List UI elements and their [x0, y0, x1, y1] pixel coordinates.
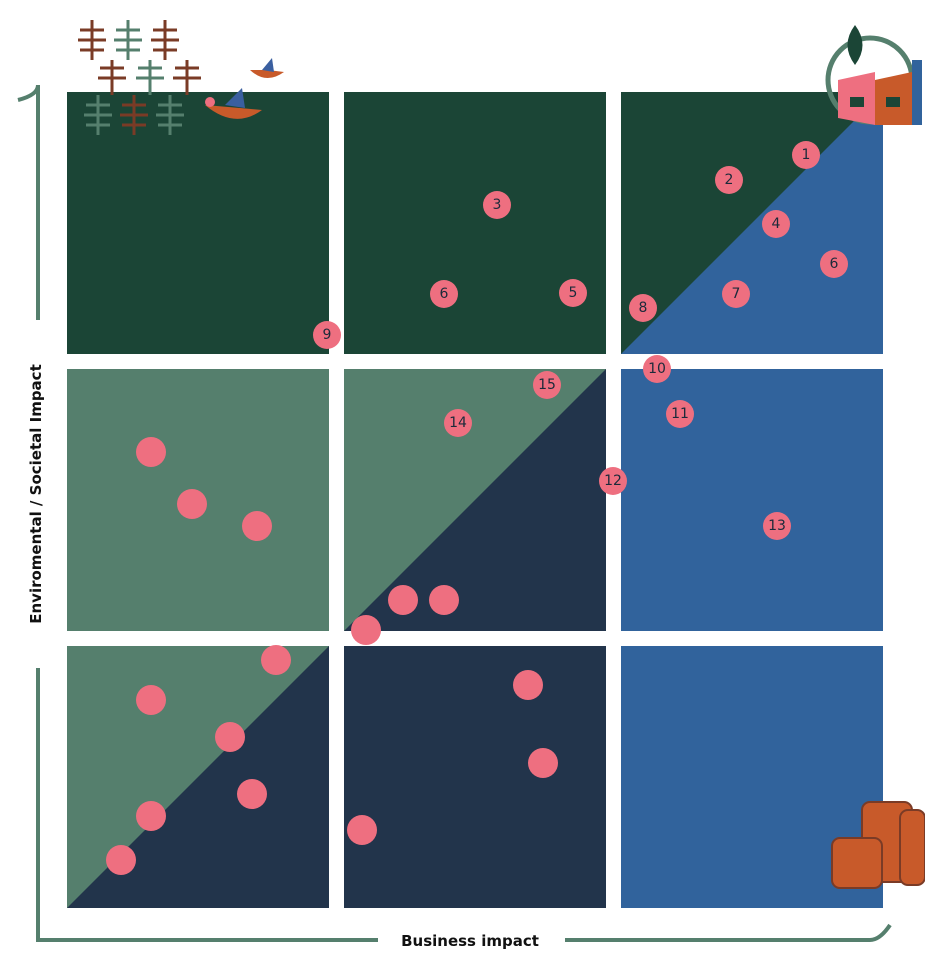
point-label: 6 — [830, 256, 839, 272]
dot — [388, 585, 418, 615]
point-label: 2 — [725, 172, 734, 188]
point-label: 1 — [802, 147, 811, 163]
dot — [429, 585, 459, 615]
point-circle — [820, 250, 848, 278]
dot — [106, 845, 136, 875]
point-label: 11 — [671, 406, 689, 422]
point-label: 6 — [440, 286, 449, 302]
point-label: 5 — [569, 285, 578, 301]
point-circle — [715, 166, 743, 194]
point-circle — [666, 400, 694, 428]
point-label: 12 — [604, 473, 622, 489]
point-circle — [313, 321, 341, 349]
point-label: 9 — [323, 327, 332, 343]
point-circle — [559, 279, 587, 307]
x-axis-label: Business impact — [401, 932, 539, 950]
point-circle — [444, 409, 472, 437]
dot — [528, 748, 558, 778]
axis-lines — [17, 84, 892, 942]
grid — [67, 92, 883, 908]
decoration-trees — [78, 20, 201, 135]
dot — [136, 685, 166, 715]
point-circle — [599, 467, 627, 495]
point-label: 14 — [449, 415, 467, 431]
point-circle — [483, 191, 511, 219]
point-label: 10 — [648, 361, 666, 377]
unlabeled-dots — [106, 437, 558, 875]
point-label: 8 — [639, 300, 648, 316]
dot — [136, 801, 166, 831]
point-label: 13 — [768, 518, 786, 534]
dot — [347, 815, 377, 845]
point-circle — [792, 141, 820, 169]
dot — [237, 779, 267, 809]
point-label: 3 — [493, 197, 502, 213]
dot — [177, 489, 207, 519]
point-label: 7 — [732, 286, 741, 302]
point-circle — [762, 210, 790, 238]
decoration-factory — [825, 25, 922, 125]
point-circle — [763, 512, 791, 540]
dot — [351, 615, 381, 645]
decoration-coins — [831, 801, 925, 889]
point-label: 4 — [772, 216, 781, 232]
point-circle — [722, 280, 750, 308]
point-circle — [430, 280, 458, 308]
decoration-birds — [205, 58, 284, 119]
dot — [242, 511, 272, 541]
dot — [513, 670, 543, 700]
y-axis-label: Enviromental / Societal Impact — [27, 364, 45, 624]
dot — [215, 722, 245, 752]
dot — [261, 645, 291, 675]
point-label: 15 — [538, 377, 556, 393]
dot — [136, 437, 166, 467]
point-circle — [629, 294, 657, 322]
point-circle — [643, 355, 671, 383]
point-circle — [533, 371, 561, 399]
